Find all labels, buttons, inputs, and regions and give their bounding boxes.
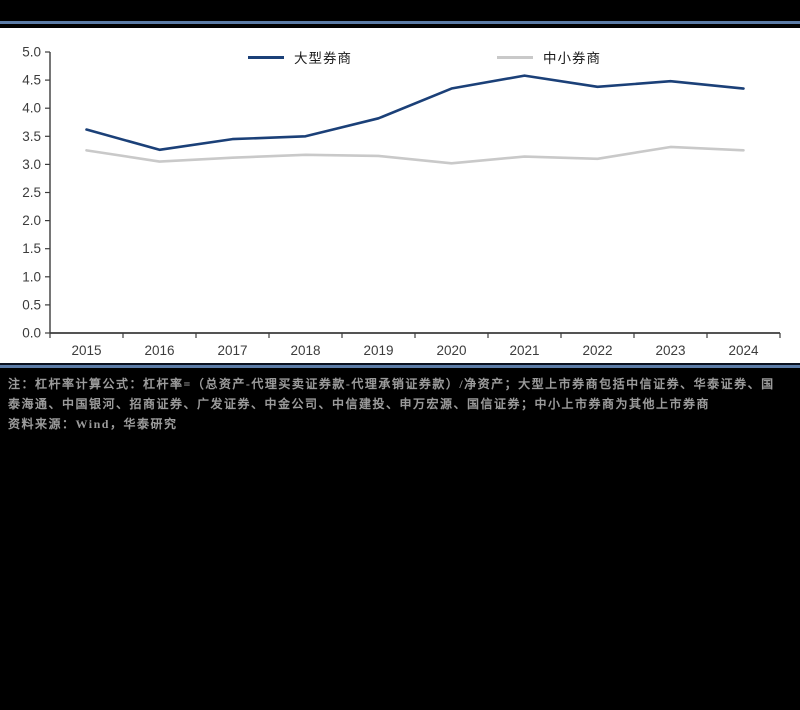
x-tick-label: 2018 xyxy=(290,343,320,358)
legend-label-small: 中小券商 xyxy=(543,51,601,66)
legend-item-small-brokers: 中小券商 xyxy=(497,48,601,66)
bottom-accent-rule xyxy=(0,365,800,368)
leverage-chart-card: 0.0 0.5 1.0 1.5 2.0 2.5 3.0 3.5 4.0 4.5 5.0 2015 201… xyxy=(0,28,800,363)
footnote-source: 资料来源：Wind，华泰研究 xyxy=(8,417,178,431)
x-tick-label: 2015 xyxy=(71,343,101,358)
series-line-1 xyxy=(85,145,745,165)
chart-legend: 大型券商 中小券商 xyxy=(0,48,800,66)
legend-line-swatch-large xyxy=(248,55,284,59)
bottom-rule-gap xyxy=(0,363,800,365)
legend-line-swatch-small xyxy=(497,55,533,59)
x-tick-label: 2024 xyxy=(728,343,759,358)
x-tick-label: 2022 xyxy=(582,343,612,358)
x-tick-label: 2020 xyxy=(436,343,466,358)
y-tick-label: 4.0 xyxy=(22,101,41,116)
top-accent-rule xyxy=(0,21,800,24)
legend-item-large-brokers: 大型券商 xyxy=(248,48,352,66)
footnote-region: 注：杠杆率计算公式：杠杆率=（总资产-代理买卖证券款-代理承销证券款）/净资产；… xyxy=(0,368,800,704)
x-tick-label: 2019 xyxy=(363,343,393,358)
legend-label-large: 大型券商 xyxy=(294,51,352,66)
y-tick-label: 4.5 xyxy=(22,73,41,88)
y-tick-label: 2.5 xyxy=(22,185,41,200)
y-tick-label: 2.0 xyxy=(22,213,41,228)
x-tick-label: 2017 xyxy=(217,343,247,358)
y-tick-label: 0.0 xyxy=(22,326,41,341)
footnote-line-2: 泰海通、中国银河、招商证券、广发证券、中金公司、中信建投、申万宏源、国信证券；中… xyxy=(8,397,711,411)
x-tick-label: 2016 xyxy=(144,343,174,358)
x-tick-label: 2023 xyxy=(655,343,685,358)
y-tick-label: 3.5 xyxy=(22,129,41,144)
x-tick-label: 2021 xyxy=(509,343,539,358)
y-tick-label: 5.0 xyxy=(22,45,41,60)
y-tick-label: 1.0 xyxy=(22,269,41,284)
y-tick-label: 0.5 xyxy=(22,297,41,312)
y-tick-label: 3.0 xyxy=(22,157,41,172)
top-rule-gap xyxy=(0,24,800,28)
top-black-band xyxy=(0,0,800,21)
y-tick-label: 1.5 xyxy=(22,241,41,256)
series-line-0 xyxy=(85,74,745,152)
footnote-line-1: 注：杠杆率计算公式：杠杆率=（总资产-代理买卖证券款-代理承销证券款）/净资产；… xyxy=(8,377,775,391)
leverage-line-chart: 0.0 0.5 1.0 1.5 2.0 2.5 3.0 3.5 4.0 4.5 5.0 2015 201… xyxy=(22,45,781,358)
